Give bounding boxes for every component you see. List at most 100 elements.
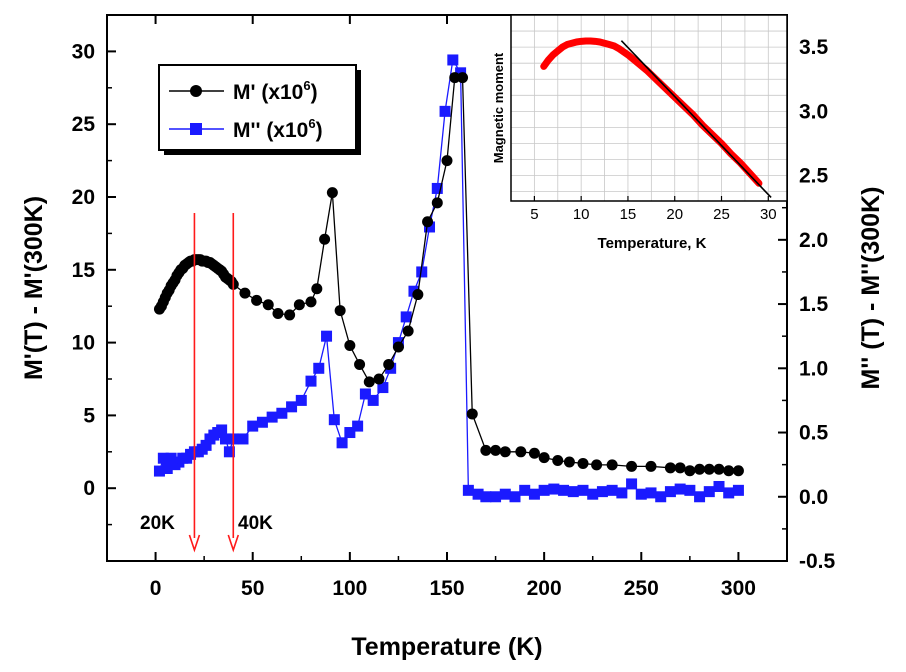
data-point-m-prime bbox=[457, 72, 469, 84]
data-point-m-prime bbox=[732, 465, 744, 477]
arrow-head bbox=[227, 534, 240, 553]
data-point-m-prime bbox=[538, 452, 550, 464]
y-right-tick-label: -0.5 bbox=[799, 550, 836, 573]
data-point-m-prime bbox=[272, 307, 284, 319]
data-point-m-double-prime bbox=[645, 487, 657, 499]
data-point-m-double-prime bbox=[161, 463, 173, 475]
data-point-m-double-prime bbox=[153, 465, 165, 477]
series-m-double-prime bbox=[153, 54, 744, 503]
y-axis-left: 0 5 10 15 20 25 30 bbox=[72, 14, 116, 526]
data-point-m-double-prime bbox=[266, 411, 278, 423]
data-point-m-prime bbox=[626, 460, 638, 472]
x-tick-label: 0 bbox=[150, 577, 162, 600]
data-point-m-double-prime bbox=[359, 388, 371, 400]
y-right-tick-label: 3.0 bbox=[799, 100, 828, 123]
y-axis-left-title: M'(T) - M'(300K) bbox=[20, 196, 48, 380]
data-point-m-prime bbox=[449, 72, 461, 84]
data-point-m-prime bbox=[326, 187, 338, 199]
data-point-m-double-prime bbox=[577, 484, 589, 496]
y-right-tick-label: 2.0 bbox=[799, 229, 828, 252]
data-point-m-prime bbox=[383, 358, 395, 370]
data-point-m-double-prime bbox=[367, 394, 379, 406]
inset-x-tick-label: 10 bbox=[573, 206, 590, 223]
data-point-m-prime bbox=[412, 289, 424, 301]
y-right-tick-label: 2.5 bbox=[799, 165, 829, 188]
y-right-tick-label: 1.5 bbox=[799, 293, 829, 316]
y-axis-right-title: M'' (T) - M''(300K) bbox=[857, 187, 885, 390]
data-point-m-double-prime bbox=[684, 484, 696, 496]
data-point-m-double-prime bbox=[352, 420, 364, 432]
data-point-m-prime bbox=[334, 305, 346, 317]
arrow-head bbox=[188, 534, 201, 553]
data-point-m-prime bbox=[645, 460, 657, 472]
data-point-m-prime bbox=[694, 463, 706, 475]
data-point-m-double-prime bbox=[703, 486, 715, 498]
inset-fit-line bbox=[620, 40, 772, 198]
data-point-m-double-prime bbox=[490, 491, 502, 503]
data-point-m-double-prime bbox=[587, 488, 599, 500]
data-point-m-prime bbox=[251, 294, 263, 306]
data-point-m-prime bbox=[606, 459, 618, 471]
data-point-m-double-prime bbox=[286, 401, 298, 413]
annotation-20k: 20K bbox=[140, 513, 175, 534]
legend-sup-m-double-prime: 6 bbox=[308, 116, 315, 131]
x-axis-title: Temperature (K) bbox=[351, 633, 542, 661]
legend-sup-m-prime: 6 bbox=[303, 78, 310, 93]
data-point-m-double-prime bbox=[377, 382, 389, 394]
data-point-m-double-prime bbox=[237, 433, 249, 445]
data-point-m-prime bbox=[402, 325, 414, 337]
data-point-m-double-prime bbox=[538, 484, 550, 496]
data-point-m-double-prime bbox=[655, 491, 667, 503]
data-point-m-double-prime bbox=[256, 416, 268, 428]
data-point-m-prime bbox=[363, 376, 375, 388]
data-point-m-double-prime bbox=[567, 486, 579, 498]
data-point-m-prime bbox=[319, 233, 331, 245]
data-point-m-prime bbox=[344, 340, 356, 352]
data-point-m-double-prime bbox=[305, 375, 317, 387]
data-point-m-prime bbox=[563, 456, 575, 468]
data-point-m-double-prime bbox=[200, 439, 212, 451]
data-point-m-double-prime bbox=[664, 486, 676, 498]
data-point-m-prime bbox=[293, 299, 305, 311]
inset-frame bbox=[510, 14, 788, 202]
data-point-m-double-prime bbox=[499, 488, 511, 500]
data-point-m-prime bbox=[354, 358, 366, 370]
data-point-m-prime bbox=[305, 296, 317, 308]
data-point-m-double-prime bbox=[247, 420, 259, 432]
data-point-m-prime bbox=[713, 463, 725, 475]
x-tick-label: 200 bbox=[527, 577, 562, 600]
data-point-m-double-prime bbox=[424, 221, 436, 233]
data-point-m-double-prime bbox=[439, 105, 451, 117]
data-point-m-prime bbox=[664, 462, 676, 474]
data-point-m-prime bbox=[490, 444, 502, 456]
data-point-m-double-prime bbox=[313, 362, 325, 374]
data-point-m-prime bbox=[311, 283, 323, 295]
data-point-m-double-prime bbox=[635, 488, 647, 500]
legend-marker-m-double-prime bbox=[190, 123, 202, 135]
data-point-m-double-prime bbox=[723, 487, 735, 499]
data-point-m-prime bbox=[422, 216, 434, 228]
data-point-m-double-prime bbox=[165, 452, 177, 464]
data-point-m-double-prime bbox=[480, 491, 492, 503]
data-point-m-prime bbox=[684, 465, 696, 477]
data-point-m-double-prime bbox=[157, 452, 169, 464]
y-left-tick-label: 10 bbox=[72, 332, 95, 355]
data-point-m-double-prime bbox=[416, 266, 428, 278]
inset-x-tick-label: 5 bbox=[530, 206, 538, 223]
data-point-m-prime bbox=[239, 287, 251, 299]
inset-grid bbox=[511, 15, 787, 201]
data-point-m-double-prime bbox=[548, 483, 560, 495]
x-tick-label: 250 bbox=[624, 577, 659, 600]
y-left-tick-label: 20 bbox=[72, 186, 95, 209]
data-point-m-double-prime bbox=[616, 487, 628, 499]
data-point-m-double-prime bbox=[472, 488, 484, 500]
annotation-40k: 40K bbox=[238, 513, 273, 534]
data-point-m-double-prime bbox=[220, 433, 232, 445]
x-tick-label: 300 bbox=[721, 577, 756, 600]
data-point-m-prime bbox=[392, 341, 404, 353]
x-tick-label: 50 bbox=[241, 577, 264, 600]
inset-x-tick-label: 15 bbox=[620, 206, 637, 223]
data-point-m-double-prime bbox=[606, 484, 618, 496]
data-point-m-prime bbox=[552, 455, 564, 467]
